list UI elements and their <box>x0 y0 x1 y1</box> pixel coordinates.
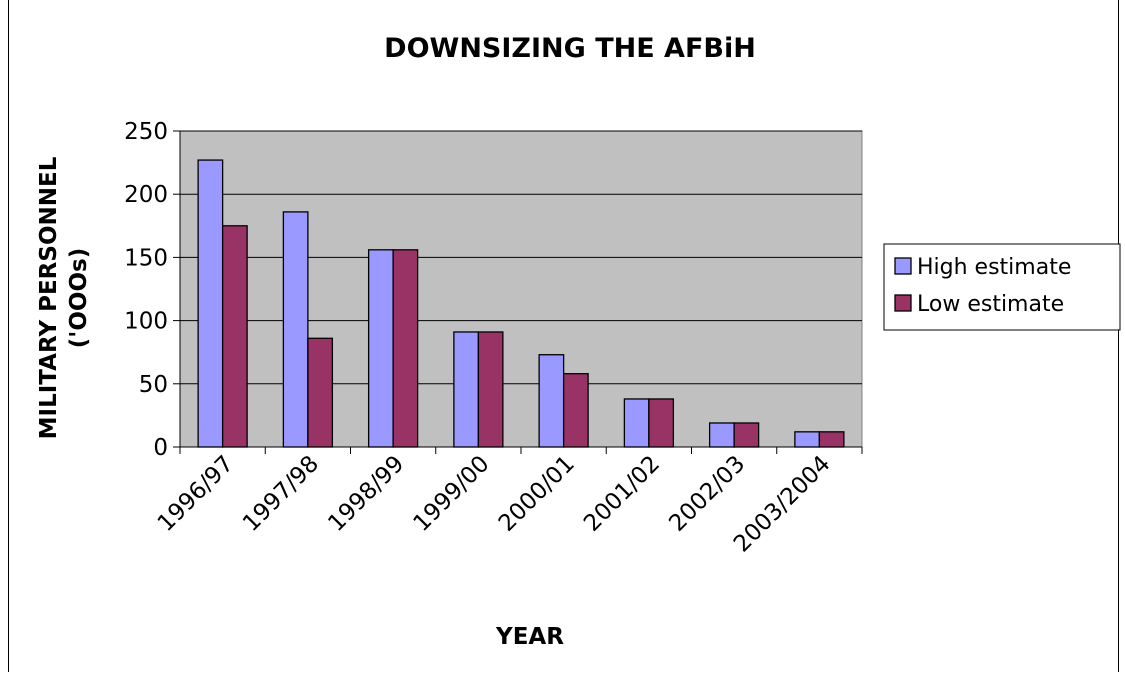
y-tick-label: 250 <box>124 119 168 145</box>
legend-swatch <box>894 257 912 275</box>
bar <box>367 249 394 448</box>
y-tick-label: 0 <box>153 435 168 461</box>
plot-background <box>179 130 863 448</box>
bar <box>708 422 735 448</box>
x-axis-title: YEAR <box>495 624 564 650</box>
y-axis-title-line-2: ('OOOs) <box>66 248 92 348</box>
bar <box>733 422 760 448</box>
legend-swatch <box>894 294 912 312</box>
bar <box>794 431 821 448</box>
bar <box>197 159 224 448</box>
bar <box>307 337 334 448</box>
x-tick-label: 1996/97 <box>153 451 239 537</box>
legend: High estimate Low estimate <box>883 243 1121 331</box>
legend-label: Low estimate <box>917 292 1064 317</box>
bar <box>221 225 248 448</box>
bar <box>453 331 480 448</box>
chart-frame <box>8 0 1119 672</box>
bar <box>282 211 309 448</box>
legend-box <box>883 243 1121 331</box>
bar <box>623 398 650 448</box>
y-tick-label: 150 <box>124 245 168 271</box>
bar <box>648 398 675 448</box>
bar <box>562 373 589 448</box>
x-tick-label: 1997/98 <box>238 451 324 537</box>
plot-area: 0 50 100 150 200 250 1996/97 1997/98 1998/99 1999… <box>124 119 863 558</box>
y-tick-label: 50 <box>139 372 168 398</box>
y-axis-title-line-1: MILITARY PERSONNEL <box>36 156 62 439</box>
y-tick-label: 100 <box>124 309 168 335</box>
x-tick-label: 2000/01 <box>494 451 580 537</box>
chart-title: DOWNSIZING THE AFBiH <box>384 33 756 64</box>
x-tick-label: 2001/02 <box>579 451 665 537</box>
bar <box>538 354 565 448</box>
legend-label: High estimate <box>917 255 1071 280</box>
bar <box>392 249 419 448</box>
y-tick-label: 200 <box>124 182 168 208</box>
bar <box>477 331 504 448</box>
x-tick-label: 1998/99 <box>323 451 409 537</box>
bar <box>818 431 845 448</box>
x-tick-label: 2002/03 <box>664 451 750 537</box>
x-tick-label: 1999/00 <box>409 451 495 537</box>
